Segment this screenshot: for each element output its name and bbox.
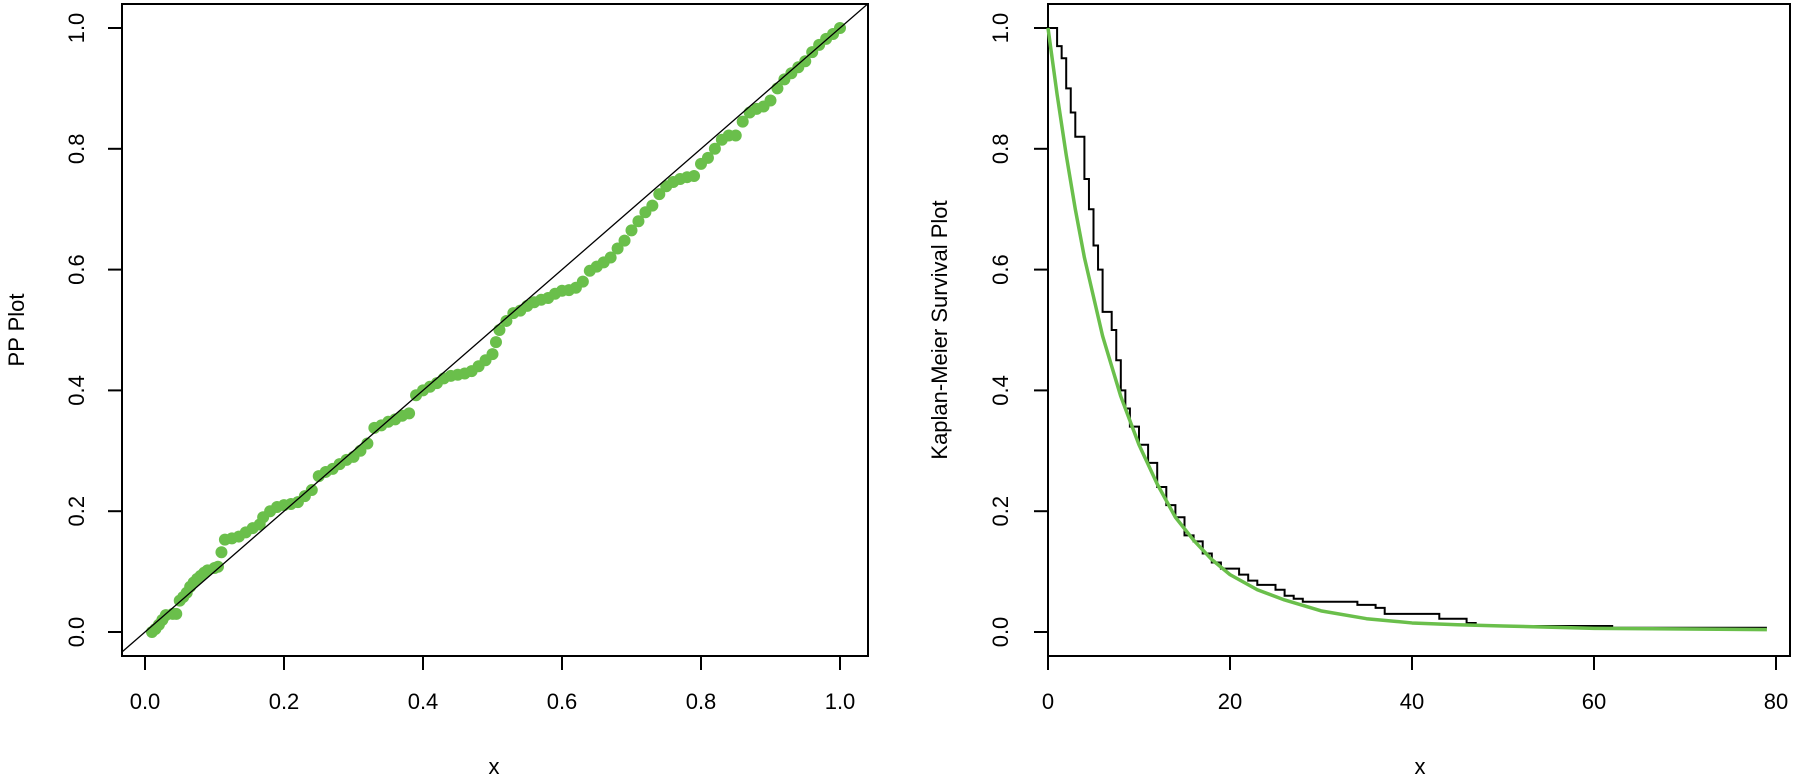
pp-point: [604, 251, 617, 264]
km-x-tick-label: 40: [1400, 689, 1424, 714]
km-x-tick-label: 60: [1582, 689, 1606, 714]
pp-point: [211, 560, 224, 573]
km-y-tick-label: 0.8: [988, 134, 1013, 165]
km-survival-panel: x Kaplan-Meier Survival Plot 0 20 40 60 80 0.…: [927, 3, 1791, 779]
pp-x-tick-label: 0.6: [547, 689, 578, 714]
pp-plot-x-label: x: [489, 754, 500, 779]
pp-y-tick-label: 0.4: [64, 375, 89, 406]
pp-point: [729, 129, 742, 142]
pp-point: [799, 55, 812, 68]
pp-point: [618, 234, 631, 247]
pp-point: [489, 336, 502, 349]
pp-y-tick-label: 0.2: [64, 496, 89, 527]
pp-point: [646, 199, 659, 212]
pp-x-tick-label: 0.2: [269, 689, 300, 714]
pp-reference-line: [122, 4, 868, 653]
km-y-label: Kaplan-Meier Survival Plot: [927, 200, 952, 459]
km-x-tick-label: 20: [1218, 689, 1242, 714]
pp-point: [305, 484, 318, 497]
pp-point: [653, 188, 666, 201]
pp-point: [708, 142, 721, 155]
pp-x-tick-label: 0.0: [130, 689, 161, 714]
km-y-tick-label: 0.4: [988, 375, 1013, 406]
km-empirical-step-curve: [1048, 27, 1767, 629]
km-y-tick-label: 0.6: [988, 254, 1013, 285]
pp-point: [170, 607, 183, 620]
km-plot-frame: [1047, 3, 1791, 657]
pp-y-tick-label: 1.0: [64, 13, 89, 44]
pp-point: [625, 224, 638, 237]
km-x-tick-label: 0: [1042, 689, 1054, 714]
km-y-tick-label: 0.0: [988, 617, 1013, 648]
pp-x-tick-label: 0.8: [686, 689, 717, 714]
pp-point: [701, 151, 714, 164]
pp-plot-y-label: PP Plot: [4, 294, 29, 367]
pp-point: [215, 546, 228, 559]
km-y-tick-label: 0.2: [988, 496, 1013, 527]
km-x-label: x: [1415, 754, 1426, 779]
pp-x-tick-label: 1.0: [825, 689, 856, 714]
pp-y-tick-label: 0.8: [64, 134, 89, 165]
pp-y-tick-label: 0.6: [64, 254, 89, 285]
pp-x-tick-label: 0.4: [408, 689, 439, 714]
pp-point: [632, 215, 645, 228]
km-y-tick-label: 1.0: [988, 13, 1013, 44]
pp-point: [764, 94, 777, 107]
pp-plot-panel: x PP Plot 0.0 0.2 0.4 0.6 0.8 1.0 0.0 0.2 0.4 0.6…: [4, 3, 869, 779]
pp-point: [611, 242, 624, 255]
pp-point: [688, 169, 701, 182]
km-x-tick-label: 80: [1764, 689, 1788, 714]
pp-point: [576, 275, 589, 288]
pp-point: [486, 348, 499, 361]
km-fitted-survival-curve: [1046, 27, 1767, 632]
pp-point: [403, 407, 416, 420]
pp-point: [500, 314, 513, 327]
pp-y-tick-label: 0.0: [64, 617, 89, 648]
pp-point: [736, 115, 749, 128]
